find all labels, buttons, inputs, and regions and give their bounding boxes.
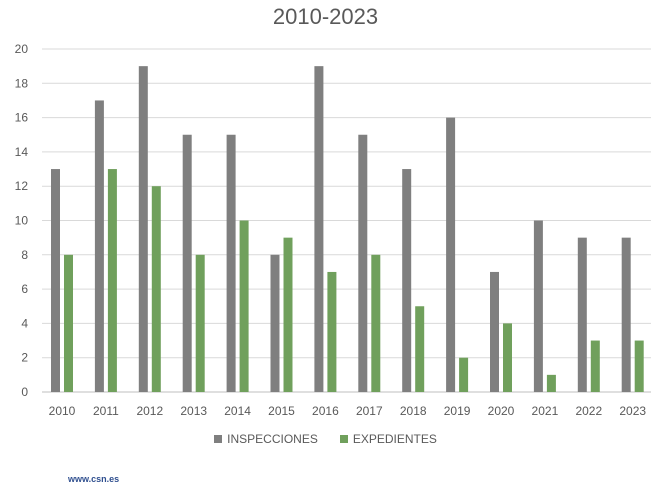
x-tick-label: 2011 (93, 404, 119, 418)
gridlines (42, 48, 651, 393)
legend: INSPECCIONES EXPEDIENTES (0, 432, 651, 446)
x-tick-label: 2013 (180, 404, 207, 418)
legend-label-expedientes: EXPEDIENTES (352, 432, 437, 446)
bar-inspecciones-2022 (577, 237, 587, 392)
y-axis: 0 2 4 6 8 10 12 14 16 18 20 (15, 42, 29, 399)
x-tick-label: 2023 (619, 404, 646, 418)
bar-expedientes-2021 (546, 374, 556, 392)
bar-inspecciones-2013 (182, 134, 192, 392)
bar-inspecciones-2019 (446, 117, 456, 392)
y-tick-label: 8 (21, 248, 28, 262)
legend-item-inspecciones: INSPECCIONES (214, 432, 318, 446)
bar-expedientes-2020 (503, 323, 512, 392)
x-tick-label: 2012 (136, 404, 163, 418)
bar-expedientes-2013 (195, 254, 205, 392)
y-tick-label: 2 (21, 351, 28, 365)
bar-expedientes-2010 (64, 254, 73, 392)
x-tick-label: 2021 (532, 404, 559, 418)
y-tick-label: 14 (15, 145, 29, 159)
bar-expedientes-2015 (283, 237, 293, 392)
bar-inspecciones-2018 (402, 169, 412, 392)
bar-inspecciones-2021 (533, 220, 543, 392)
legend-swatch-inspecciones (214, 435, 223, 443)
x-axis: 2010 2011 2012 2013 2014 2015 2016 2017 2018 2019… (49, 404, 647, 418)
bar-expedientes-2016 (327, 271, 337, 392)
bar-inspecciones-2011 (94, 100, 104, 392)
bar-inspecciones-2016 (314, 66, 324, 393)
bar-inspecciones-2010 (51, 169, 60, 392)
bar-inspecciones-2012 (138, 66, 148, 393)
bar-inspecciones-2020 (490, 271, 499, 392)
bars (51, 66, 644, 393)
y-tick-label: 12 (15, 179, 29, 193)
y-tick-label: 6 (21, 282, 28, 296)
x-tick-label: 2017 (356, 404, 383, 418)
x-tick-label: 2018 (400, 404, 427, 418)
bar-inspecciones-2014 (226, 134, 236, 392)
x-tick-label: 2019 (444, 404, 471, 418)
y-tick-label: 10 (15, 214, 29, 228)
chart-title: 2010-2023 (272, 4, 379, 29)
bar-expedientes-2019 (459, 357, 469, 392)
y-tick-label: 18 (15, 76, 29, 90)
bar-expedientes-2012 (151, 186, 161, 392)
x-tick-label: 2020 (488, 404, 515, 418)
bar-expedientes-2011 (107, 169, 117, 392)
legend-label-inspecciones: INSPECCIONES (227, 432, 318, 446)
legend-item-expedientes: EXPEDIENTES (339, 432, 437, 446)
x-tick-label: 2015 (268, 404, 295, 418)
bar-expedientes-2023 (634, 340, 644, 392)
bar-inspecciones-2017 (358, 134, 368, 392)
x-tick-label: 2016 (312, 404, 339, 418)
x-tick-label: 2014 (224, 404, 251, 418)
x-tick-label: 2022 (575, 404, 602, 418)
bar-expedientes-2018 (415, 306, 425, 392)
source-link[interactable]: www.csn.es (68, 474, 120, 484)
bar-expedientes-2017 (371, 254, 381, 392)
y-tick-label: 20 (15, 42, 29, 56)
y-tick-label: 4 (21, 316, 28, 330)
legend-swatch-expedientes (339, 435, 348, 443)
bar-inspecciones-2023 (621, 237, 631, 392)
bar-expedientes-2014 (239, 220, 249, 392)
bar-expedientes-2022 (590, 340, 600, 392)
y-tick-label: 16 (15, 111, 29, 125)
bar-inspecciones-2015 (270, 254, 280, 392)
y-tick-label: 0 (21, 385, 28, 399)
x-tick-label: 2010 (49, 404, 76, 418)
